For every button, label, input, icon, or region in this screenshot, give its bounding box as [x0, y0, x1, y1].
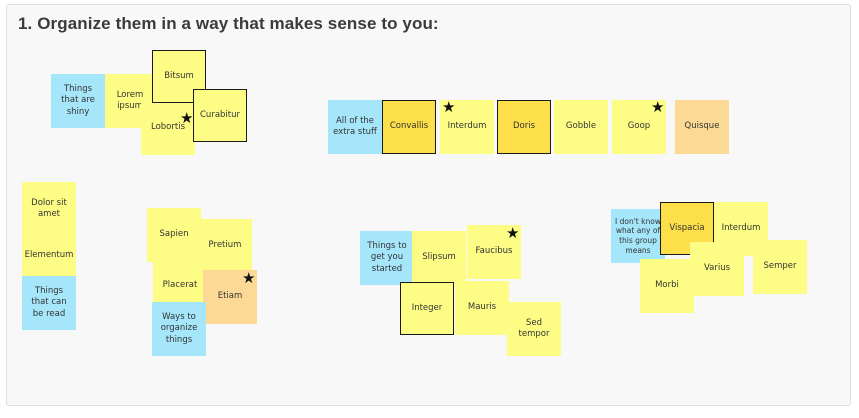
- note-ways-organize[interactable]: Ways to organize things: [152, 302, 206, 356]
- note-all-extra[interactable]: All of the extra stuff: [328, 100, 382, 154]
- note-doris[interactable]: Doris: [497, 100, 551, 154]
- note-things-shiny[interactable]: Things that are shiny: [51, 74, 105, 128]
- star-icon: ★: [242, 269, 256, 287]
- note-dolor[interactable]: Dolor sit amet: [22, 182, 76, 236]
- note-semper[interactable]: Semper: [753, 240, 807, 294]
- star-icon: ★: [180, 109, 194, 127]
- note-faucibus[interactable]: Faucibus: [467, 225, 521, 279]
- note-mauris[interactable]: Mauris: [455, 281, 509, 335]
- note-gobble[interactable]: Gobble: [554, 100, 608, 154]
- note-quisque[interactable]: Quisque: [675, 100, 729, 154]
- note-slipsum[interactable]: Slipsum: [412, 231, 466, 285]
- note-etiam[interactable]: Etiam: [203, 270, 257, 324]
- note-things-started[interactable]: Things to get you started: [360, 231, 414, 285]
- note-integer[interactable]: Integer: [400, 282, 454, 335]
- star-icon: ★: [651, 98, 665, 116]
- question-heading: 1. Organize them in a way that makes sen…: [18, 14, 439, 33]
- note-curabitur[interactable]: Curabitur: [193, 89, 247, 142]
- note-convallis[interactable]: Convallis: [382, 100, 436, 154]
- star-icon: ★: [442, 98, 456, 116]
- note-interdum-1[interactable]: Interdum: [440, 100, 494, 154]
- note-sed-tempor[interactable]: Sed tempor: [507, 302, 561, 356]
- note-morbi[interactable]: Morbi: [640, 259, 694, 313]
- note-varius[interactable]: Varius: [690, 242, 744, 296]
- note-pretium[interactable]: Pretium: [198, 219, 252, 273]
- note-sapien[interactable]: Sapien: [147, 208, 201, 262]
- note-things-read[interactable]: Things that can be read: [22, 276, 76, 330]
- note-goop[interactable]: Goop: [612, 100, 666, 154]
- note-dont-know[interactable]: I don't know what any of this group mean…: [611, 209, 665, 263]
- note-lobortis[interactable]: Lobortis: [141, 101, 195, 155]
- note-elementum[interactable]: Elementum: [22, 232, 76, 280]
- star-icon: ★: [506, 224, 520, 242]
